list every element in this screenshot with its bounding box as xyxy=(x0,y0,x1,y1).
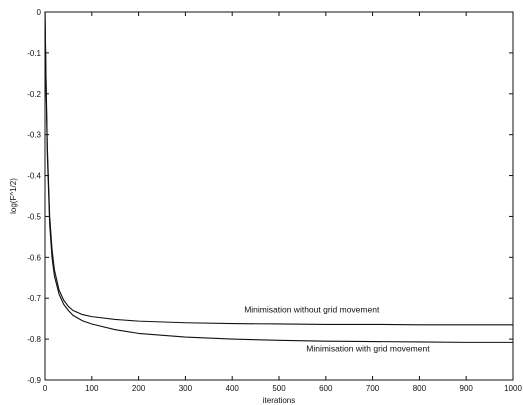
y-tick-label: -0.3 xyxy=(27,131,41,140)
x-tick-label: 600 xyxy=(319,384,333,393)
x-tick-label: 100 xyxy=(85,384,99,393)
y-tick-label: -0.7 xyxy=(27,294,41,303)
y-tick-label: -0.4 xyxy=(27,172,41,181)
x-tick-label: 400 xyxy=(226,384,240,393)
x-tick-label: 200 xyxy=(132,384,146,393)
series-lines xyxy=(44,11,513,343)
annotations: Minimisation without grid movement Minimi… xyxy=(244,305,430,354)
x-tick-label: 800 xyxy=(413,384,427,393)
series-line-without-grid-movement xyxy=(44,11,513,326)
annotation-without-grid-movement: Minimisation without grid movement xyxy=(244,305,380,315)
y-tick-label: -0.2 xyxy=(27,90,41,99)
axis-ticks xyxy=(44,11,514,381)
x-tick-label: 300 xyxy=(179,384,193,393)
y-tick-label: -0.8 xyxy=(27,335,41,344)
axis-tick-labels: 0 100 200 300 400 500 600 700 800 900 1000 0 -0.1 -0.… xyxy=(27,8,522,393)
y-axis-label: log(F^1/2) xyxy=(9,178,18,214)
x-tick-label: 500 xyxy=(272,384,286,393)
annotation-with-grid-movement: Minimisation with grid movement xyxy=(306,343,430,353)
x-tick-label: 700 xyxy=(366,384,380,393)
x-tick-label: 0 xyxy=(43,384,48,393)
y-tick-label: -0.5 xyxy=(27,212,41,221)
x-axis-label: iterations xyxy=(263,396,295,405)
y-tick-label: -0.9 xyxy=(27,376,41,385)
series-line-with-grid-movement xyxy=(44,11,513,343)
x-tick-label: 900 xyxy=(460,384,474,393)
x-tick-label: 1000 xyxy=(504,384,522,393)
y-tick-label: 0 xyxy=(37,8,42,17)
y-tick-label: -0.1 xyxy=(27,49,41,58)
y-tick-label: -0.6 xyxy=(27,253,41,262)
